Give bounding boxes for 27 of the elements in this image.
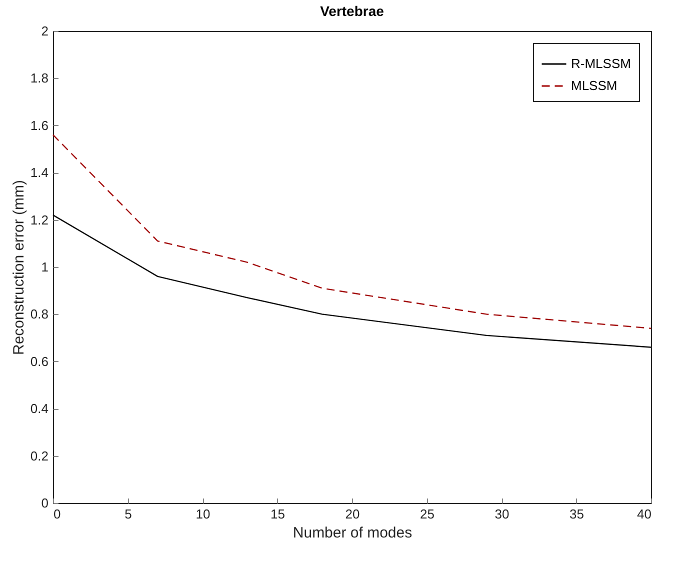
line-series — [52, 134, 652, 329]
x-tick-label: 20 — [345, 506, 360, 522]
x-tick-label: 30 — [494, 506, 510, 522]
x-tick-label: 10 — [196, 506, 210, 522]
y-tick-label: 1.6 — [30, 118, 48, 133]
y-tick-label: 0.8 — [30, 306, 48, 322]
y-tick-label: 0.2 — [30, 448, 48, 464]
x-tick-label: 25 — [420, 506, 434, 522]
x-tick-label: 0 — [54, 506, 61, 522]
x-tick-label: 5 — [124, 506, 132, 522]
x-axis-title: Number of modes — [292, 524, 412, 542]
x-tick-label: 35 — [570, 506, 584, 522]
x-tick-label: 15 — [270, 506, 285, 522]
y-tick-label: 2 — [41, 24, 48, 38]
legend-label: R-MLSSM — [571, 56, 631, 71]
y-tick-label: 0.4 — [30, 401, 48, 416]
line-series — [52, 214, 652, 348]
y-tick-label: 0.6 — [30, 354, 48, 369]
legend-label: MLSSM — [571, 78, 618, 93]
y-tick-label: 1.4 — [30, 165, 48, 180]
y-axis-title: Reconstruction error (mm) — [10, 180, 28, 356]
y-tick-label: 0 — [41, 496, 48, 510]
y-tick-label: 1.2 — [30, 212, 48, 228]
x-tick-label: 40 — [637, 506, 652, 522]
chart-title: Vertebrae — [320, 3, 384, 19]
y-tick-label: 1 — [41, 260, 48, 274]
y-tick-label: 1.8 — [30, 70, 48, 86]
